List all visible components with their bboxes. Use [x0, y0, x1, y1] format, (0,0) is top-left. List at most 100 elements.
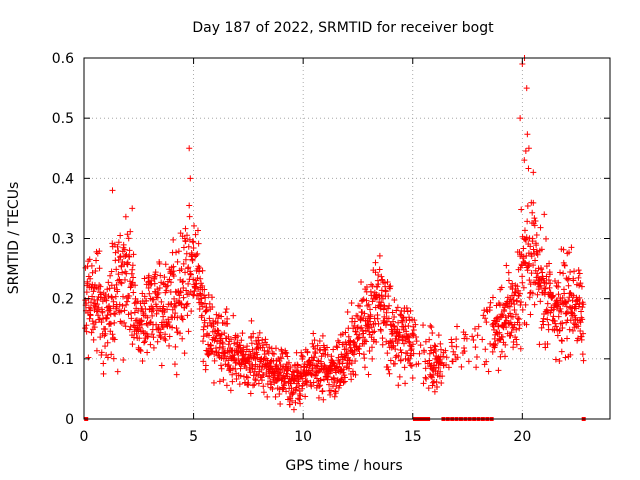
- data-point: [524, 218, 531, 225]
- data-point: [95, 312, 102, 319]
- data-point: [88, 329, 95, 336]
- y-tick-label: 0.2: [52, 292, 74, 308]
- data-point: [199, 303, 206, 310]
- data-point: [112, 293, 119, 300]
- data-point: [442, 347, 449, 354]
- data-point: [387, 357, 394, 364]
- data-point: [121, 319, 128, 326]
- data-point: [242, 351, 249, 358]
- data-point: [164, 306, 171, 313]
- data-point: [377, 305, 384, 312]
- data-point: [132, 282, 139, 289]
- data-point: [363, 283, 370, 290]
- data-point: [387, 283, 394, 290]
- data-point: [533, 242, 540, 249]
- data-point: [409, 375, 416, 382]
- data-point: [458, 363, 465, 370]
- data-point: [260, 389, 267, 396]
- data-point: [299, 353, 306, 360]
- data-point: [248, 317, 255, 324]
- data-point: [416, 350, 423, 357]
- data-point: [310, 357, 317, 364]
- data-point: [348, 376, 355, 383]
- data-point: [509, 313, 516, 320]
- data-point: [372, 304, 379, 311]
- data-point: [557, 305, 564, 312]
- data-point: [176, 330, 183, 337]
- data-point: [198, 280, 205, 287]
- data-point: [200, 323, 207, 330]
- data-point: [181, 350, 188, 357]
- data-point: [301, 360, 308, 367]
- data-point: [90, 288, 97, 295]
- data-point: [513, 326, 520, 333]
- data-point: [150, 296, 157, 303]
- data-point: [268, 381, 275, 388]
- data-point: [356, 331, 363, 338]
- data-point: [534, 251, 541, 258]
- data-point: [126, 247, 133, 254]
- data-point: [146, 319, 153, 326]
- y-axis-label: SRMTID / TECUs: [6, 182, 22, 295]
- data-point: [340, 379, 347, 386]
- data-point: [317, 377, 324, 384]
- data-point: [524, 267, 531, 274]
- data-point: [498, 311, 505, 318]
- data-point: [404, 350, 411, 357]
- data-point: [162, 331, 169, 338]
- data-point: [318, 358, 325, 365]
- data-point: [224, 320, 231, 327]
- data-point: [399, 314, 406, 321]
- data-point: [83, 328, 90, 335]
- data-point: [422, 365, 429, 372]
- data-point: [137, 347, 144, 354]
- data-point: [550, 292, 557, 299]
- data-point: [482, 346, 489, 353]
- data-point: [326, 381, 333, 388]
- data-point: [216, 378, 223, 385]
- data-point: [511, 306, 518, 313]
- data-point: [555, 291, 562, 298]
- data-point: [231, 340, 238, 347]
- data-point: [158, 298, 165, 305]
- data-point: [354, 313, 361, 320]
- data-point: [116, 276, 123, 283]
- x-axis-label: GPS time / hours: [285, 458, 402, 474]
- data-point: [223, 305, 230, 312]
- data-point: [92, 267, 99, 274]
- data-point: [531, 301, 538, 308]
- data-point: [575, 323, 582, 330]
- data-point: [518, 262, 525, 269]
- data-point: [174, 258, 181, 265]
- data-point: [122, 323, 129, 330]
- data-point: [544, 341, 551, 348]
- data-point: [453, 336, 460, 343]
- data-point: [530, 169, 537, 176]
- data-point: [519, 273, 526, 280]
- data-point: [107, 320, 114, 327]
- data-point: [222, 309, 229, 316]
- data-point: [287, 401, 294, 408]
- data-point: [403, 305, 410, 312]
- data-point: [570, 320, 577, 327]
- y-tick-label: 0.3: [52, 232, 74, 248]
- data-point: [105, 279, 112, 286]
- data-point: [384, 318, 391, 325]
- data-point: [247, 390, 254, 397]
- y-tick-label: 0.4: [52, 171, 74, 187]
- data-point: [170, 236, 177, 243]
- data-point: [567, 317, 574, 324]
- data-point: [394, 326, 401, 333]
- data-point: [367, 318, 374, 325]
- data-point: [483, 319, 490, 326]
- data-point: [575, 274, 582, 281]
- data-point: [400, 340, 407, 347]
- data-point: [394, 340, 401, 347]
- data-point: [304, 377, 311, 384]
- data-point: [579, 316, 586, 323]
- data-point: [401, 364, 408, 371]
- data-point: [356, 350, 363, 357]
- data-point: [564, 335, 571, 342]
- data-point: [141, 339, 148, 346]
- data-point: [437, 368, 444, 375]
